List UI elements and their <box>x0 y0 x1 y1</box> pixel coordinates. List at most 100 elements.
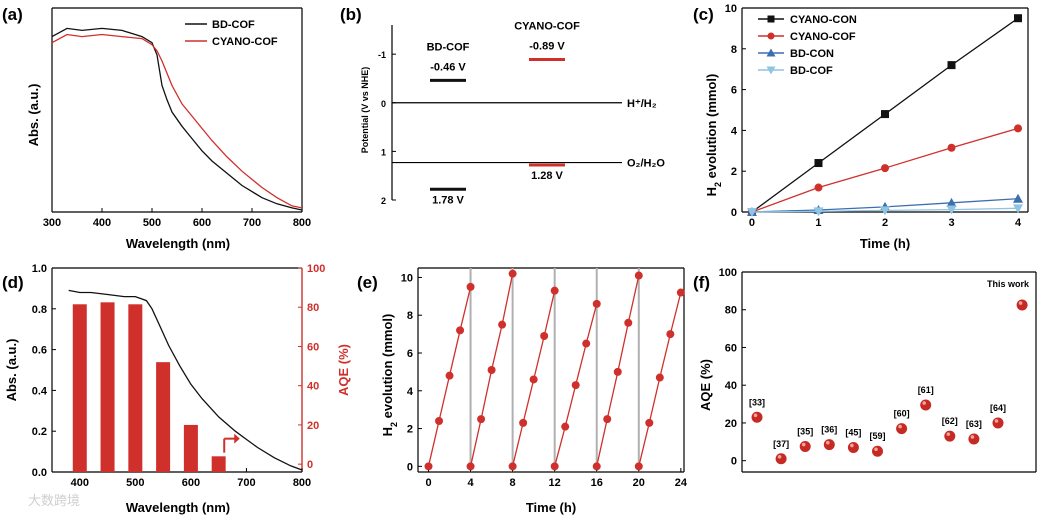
e-xtick-label: 8 <box>510 477 516 489</box>
f-ytick-label: 60 <box>725 342 737 354</box>
f-point-highlight <box>801 442 806 447</box>
c-point <box>746 208 757 217</box>
e-point <box>466 462 475 471</box>
b-reference-label: O₂/H₂O <box>627 158 665 170</box>
f-this-work-label: This work <box>987 279 1030 289</box>
e-point <box>561 422 570 431</box>
d-aqe-bar <box>128 304 143 472</box>
e-ytick-label: 2 <box>407 424 413 436</box>
f-point <box>751 411 763 423</box>
b-ytick-label: 1 <box>381 147 386 157</box>
f-ylabel: AQE (%) <box>698 359 713 411</box>
d-ytick-label: 1.0 <box>32 263 47 275</box>
b-material-name: BD-COF <box>427 41 470 53</box>
e-point <box>424 462 433 471</box>
d-ytick-label: 0.2 <box>32 426 47 438</box>
e-point <box>582 339 591 348</box>
e-point <box>592 299 601 308</box>
e-point <box>487 366 496 374</box>
e-point <box>508 269 517 278</box>
e-ylabel: H2 evolution (mmol) <box>380 314 399 437</box>
a-xlabel: Wavelength (nm) <box>126 236 230 251</box>
a-ylabel: Abs. (a.u.) <box>26 84 41 147</box>
e-point <box>655 373 664 382</box>
b-vb-label: 1.28 V <box>531 170 563 182</box>
plot-layer: 300 400 500 600 700 800BD-COFCYANO-COF-1012H⁺… <box>32 3 1037 489</box>
d-arrow-head <box>234 433 240 444</box>
e-xtick-label: 16 <box>591 477 603 489</box>
e-point <box>529 375 538 384</box>
a-xtick-label: 600 <box>193 217 211 229</box>
d-ytick-label: 0.4 <box>32 385 48 397</box>
e-xtick-label: 12 <box>549 477 561 489</box>
f-point-highlight <box>946 432 951 436</box>
c-ytick-label: 6 <box>731 85 737 97</box>
panel-label-d: (d) <box>2 273 24 292</box>
f-point-label: [64] <box>990 403 1006 413</box>
c-ytick-label: 4 <box>731 125 738 137</box>
c-point <box>813 207 824 217</box>
b-ytick-label: 2 <box>381 196 386 206</box>
d-xtick-label: 600 <box>182 477 200 489</box>
c-point <box>1013 204 1024 214</box>
e-xlabel: Time (h) <box>526 500 576 515</box>
e-point <box>634 462 643 471</box>
d-xtick-label: 400 <box>71 477 89 489</box>
watermark-text: 大数跨境 <box>28 493 80 508</box>
d-right-ytick-label: 60 <box>307 341 319 353</box>
c-ytick-label: 0 <box>731 207 737 219</box>
f-point <box>992 417 1004 429</box>
c-point <box>947 61 956 70</box>
c-xtick-label: 1 <box>815 217 821 229</box>
c-xtick-label: 2 <box>882 217 888 229</box>
d-aqe-bar <box>156 362 171 472</box>
f-point-highlight <box>850 443 854 448</box>
d-aqe-bar <box>183 424 198 472</box>
e-xtick-label: 20 <box>633 477 645 489</box>
c-point <box>1014 124 1023 133</box>
a-xtick-label: 800 <box>293 217 311 229</box>
d-right-ytick-label: 80 <box>307 302 319 314</box>
c-legend-marker <box>766 48 776 57</box>
d-xtick-label: 500 <box>126 477 144 489</box>
f-point <box>775 453 787 465</box>
e-point <box>571 381 580 390</box>
f-point-highlight <box>777 454 782 459</box>
e-point <box>624 318 633 327</box>
b-cb-label: -0.46 V <box>430 61 466 73</box>
d-ylabel-right: AQE (%) <box>336 344 351 396</box>
e-xtick-label: 0 <box>425 477 431 489</box>
f-point-label: [37] <box>773 439 789 449</box>
c-point <box>814 159 823 168</box>
e-ytick-label: 0 <box>407 461 413 473</box>
c-point <box>1014 14 1023 23</box>
e-xtick-label: 4 <box>468 477 475 489</box>
c-point <box>881 110 889 119</box>
d-ytick-label: 0.6 <box>32 345 47 357</box>
c-point <box>1013 193 1024 203</box>
f-point-highlight <box>994 419 999 423</box>
c-xtick-label: 3 <box>948 217 954 229</box>
a-xtick-label: 700 <box>243 217 261 229</box>
e-point <box>550 462 559 471</box>
c-ytick-label: 10 <box>725 3 737 15</box>
e-point <box>519 418 528 427</box>
c-legend-label: CYANO-COF <box>790 31 856 43</box>
e-point <box>613 367 622 376</box>
b-reference-label: H⁺/H₂ <box>627 98 657 110</box>
a-legend-label: CYANO-COF <box>212 36 278 48</box>
b-material-name: CYANO-COF <box>514 21 580 33</box>
panel-label-e: (e) <box>357 273 378 292</box>
e-point <box>508 462 517 471</box>
d-right-ytick-label: 20 <box>307 420 319 432</box>
e-point <box>445 371 454 380</box>
d-aqe-bar <box>100 302 115 472</box>
f-point-label: [61] <box>918 385 934 395</box>
f-point-label: [62] <box>942 416 958 426</box>
e-point <box>592 462 601 471</box>
f-point-label: [35] <box>797 427 813 437</box>
c-xlabel: Time (h) <box>860 236 910 251</box>
f-point <box>823 439 835 451</box>
f-point <box>872 445 883 457</box>
